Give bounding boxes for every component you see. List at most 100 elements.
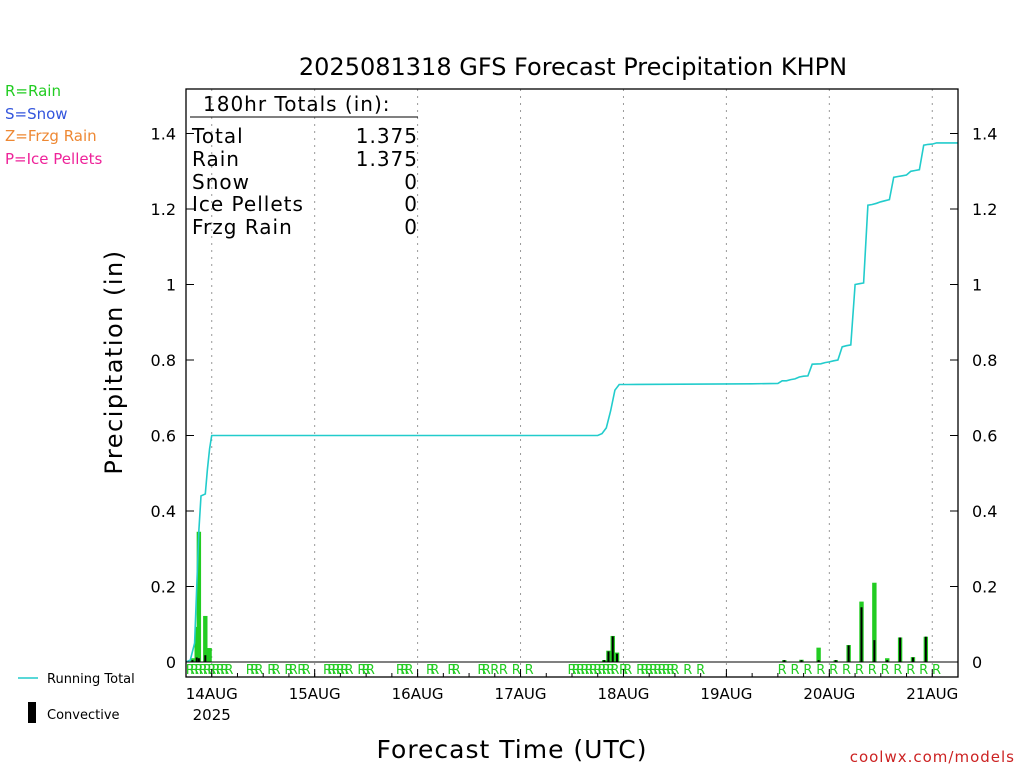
- watermark: coolwx.com/models: [850, 748, 1015, 766]
- precip-type-marker: R: [606, 663, 615, 678]
- precip-type-marker: R: [868, 663, 877, 678]
- precip-type-marker: R: [893, 663, 902, 678]
- precip-type-marker: R: [400, 663, 409, 678]
- precip-type-marker: R: [250, 663, 259, 678]
- precip-type-marker: R: [649, 663, 658, 678]
- precip-type-marker: R: [404, 663, 413, 678]
- precip-type-marker: R: [297, 663, 306, 678]
- precip-type-marker: R: [340, 663, 349, 678]
- precip-type-marker: R: [344, 663, 353, 678]
- precip-type-marker: R: [357, 663, 366, 678]
- running-total-line-group: [185, 142, 958, 663]
- precip-type-marker: R: [658, 663, 667, 678]
- y-tick-label-left: 1: [166, 276, 176, 295]
- precip-type-marker: R: [670, 663, 679, 678]
- convective-bar: [899, 637, 902, 662]
- legend-ice-pellets: P=Ice Pellets: [5, 150, 102, 168]
- precip-type-marker: R: [610, 663, 619, 678]
- legend-convective-label: Convective: [47, 708, 120, 723]
- legend-rain: R=Rain: [5, 82, 61, 100]
- legend-convective-swatch: [28, 702, 36, 723]
- x-tick-label: 16AUG: [392, 685, 444, 703]
- totals-value-frzg-rain: 0: [404, 215, 418, 239]
- precip-type-marker: R: [597, 663, 606, 678]
- convective-bar: [191, 660, 194, 662]
- precip-type-marker: R: [186, 663, 195, 678]
- totals-value-snow: 0: [404, 170, 418, 194]
- precip-type-marker: R: [640, 663, 649, 678]
- convective-bar: [911, 657, 914, 662]
- x-tick-label: 21AUG: [906, 685, 958, 703]
- y-axis-label: Precipitation (in): [100, 249, 128, 474]
- precip-type-marker: R: [332, 663, 341, 678]
- precip-type-marker: R: [246, 663, 255, 678]
- precip-type-marker: R: [525, 663, 534, 678]
- precip-bars: [190, 531, 929, 662]
- precip-type-marker: R: [932, 663, 941, 678]
- precip-type-marker: R: [580, 663, 589, 678]
- rain-bar: [816, 647, 821, 662]
- running-total-line: [185, 142, 958, 663]
- precip-type-marker: R: [190, 663, 199, 678]
- precip-type-marker: R: [254, 663, 263, 678]
- precip-type-marker: R: [499, 663, 508, 678]
- y-tick-label-left: 0.8: [151, 351, 176, 370]
- totals-label-ice-pellets: Ice Pellets: [192, 192, 304, 216]
- precip-type-marker: R: [829, 663, 838, 678]
- precip-type-marker: R: [585, 663, 594, 678]
- precip-type-marker: R: [224, 663, 233, 678]
- precip-type-marker: R: [602, 663, 611, 678]
- precip-type-marker: R: [778, 663, 787, 678]
- precip-type-marker: R: [906, 663, 915, 678]
- precip-type-marker: R: [482, 663, 491, 678]
- precip-type-marker: R: [696, 663, 705, 678]
- convective-bar: [204, 655, 207, 662]
- totals-label-frzg-rain: Frzg Rain: [192, 215, 293, 239]
- precip-type-marker: R: [203, 663, 212, 678]
- gridlines: [211, 89, 933, 677]
- precip-type-marker: R: [623, 663, 632, 678]
- totals-heading: 180hr Totals (in):: [203, 92, 391, 116]
- convective-bar: [834, 660, 837, 662]
- y-tick-label-left: 0.2: [151, 578, 176, 597]
- rain-bar: [196, 531, 202, 662]
- precip-type-marker: R: [211, 663, 220, 678]
- y-tick-label-right: 0.2: [972, 578, 997, 597]
- precip-type-marker: R: [662, 663, 671, 678]
- precip-type-marker: R: [302, 663, 311, 678]
- y-tick-label-right: 0.8: [972, 351, 997, 370]
- totals-label-total: Total: [191, 124, 244, 148]
- precip-type-marker: R: [396, 663, 405, 678]
- precip-type-marker: R: [572, 663, 581, 678]
- x-axis-label: Forecast Time (UTC): [377, 735, 648, 764]
- precip-type-marker: R: [589, 663, 598, 678]
- legend-snow: S=Snow: [5, 105, 68, 123]
- precip-type-marker: R: [666, 663, 675, 678]
- precip-type-marker: R: [683, 663, 692, 678]
- y-tick-label-right: 1.2: [972, 200, 997, 219]
- convective-bar: [817, 660, 820, 662]
- precip-type-marker: R: [512, 663, 521, 678]
- precip-type-marker: R: [855, 663, 864, 678]
- y-tick-label-right: 0: [972, 653, 982, 672]
- convective-bar: [616, 653, 619, 662]
- convective-bar: [611, 636, 614, 662]
- convective-bar: [924, 636, 927, 662]
- totals-label-snow: Snow: [192, 170, 250, 194]
- precip-type-marker: R: [220, 663, 229, 678]
- convective-bar: [197, 658, 200, 662]
- precip-type-marker: R: [199, 663, 208, 678]
- precip-type-marker: R: [477, 663, 486, 678]
- precip-type-marker: R: [636, 663, 645, 678]
- precip-type-marker: R: [645, 663, 654, 678]
- totals-value-ice-pellets: 0: [404, 192, 418, 216]
- precip-type-marker: R: [216, 663, 225, 678]
- chart-title: 2025081318 GFS Forecast Precipitation KH…: [299, 53, 847, 81]
- precip-type-marker: R: [267, 663, 276, 678]
- precip-type-marker: R: [803, 663, 812, 678]
- legend-running-total-label: Running Total: [47, 672, 135, 687]
- precip-type-marker: R: [362, 663, 371, 678]
- y-tick-label-right: 1.4: [972, 125, 997, 144]
